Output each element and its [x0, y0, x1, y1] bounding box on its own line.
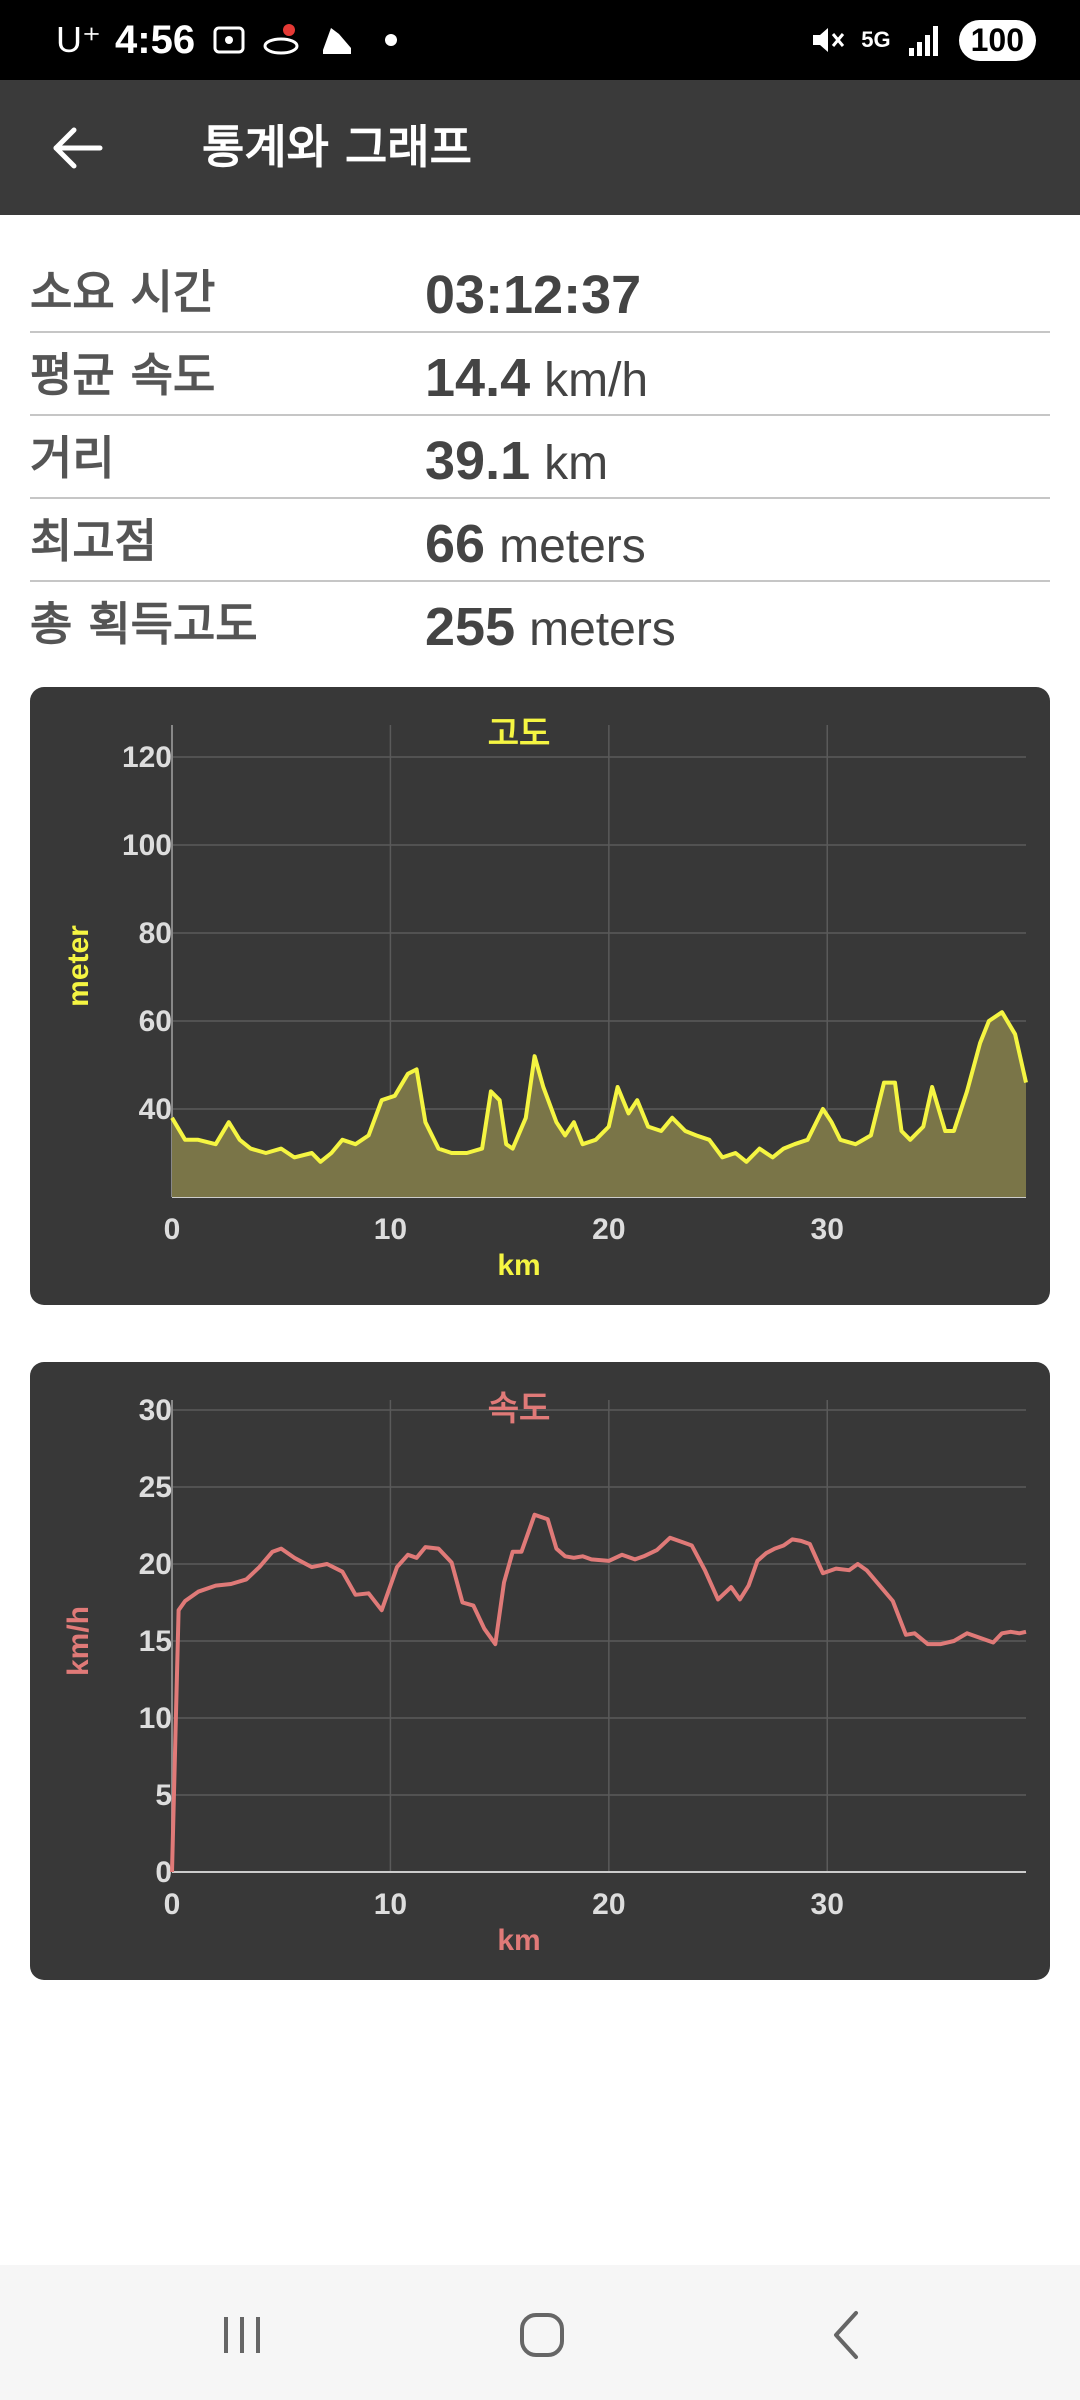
stat-row-distance: 거리 39.1 km — [30, 416, 1050, 499]
battery-indicator: 100 — [958, 19, 1036, 61]
stat-value: 03:12:37 — [425, 265, 642, 325]
x-tick-label: 0 — [164, 1888, 181, 1921]
recent-apps-icon[interactable] — [202, 2295, 282, 2375]
x-axis-label: km — [497, 1924, 540, 1957]
x-tick-label: 30 — [811, 1213, 844, 1246]
stat-unit: meters — [499, 520, 646, 573]
status-bar: U⁺ 4:56 5G 100 — [0, 0, 1080, 80]
elevation-chart: 0 10 20 30 40 60 80 100 120 고도 km meter — [30, 687, 1050, 1305]
screenshot-icon — [213, 26, 245, 54]
stat-value: 39.1 km — [425, 431, 609, 491]
stat-row-avg-speed: 평균 속도 14.4 km/h — [30, 333, 1050, 416]
y-axis-label: km/h — [62, 1606, 95, 1676]
running-shoe-icon — [323, 28, 352, 54]
y-tick-label: 25 — [139, 1471, 172, 1504]
y-tick-label: 15 — [139, 1625, 172, 1658]
stat-value: 255 meters — [425, 597, 676, 657]
x-tick-label: 30 — [811, 1888, 844, 1921]
stat-row-total-ascent: 총 획득고도 255 meters — [30, 582, 1050, 665]
stat-value: 66 meters — [425, 514, 646, 574]
stat-label: 소요 시간 — [30, 265, 216, 319]
stat-unit: km/h — [544, 354, 649, 407]
y-axis-label: meter — [62, 925, 95, 1007]
notification-dot-icon — [385, 34, 398, 46]
carrier-label: U⁺ — [56, 19, 101, 60]
chart-title: 속도 — [488, 1389, 551, 1429]
stat-unit: meters — [529, 603, 676, 656]
system-nav-bar — [0, 2265, 1080, 2400]
x-axis-label: km — [497, 1249, 540, 1282]
y-tick-label: 10 — [139, 1702, 172, 1735]
elevation-area-fill — [172, 1012, 1026, 1197]
stat-value: 14.4 km/h — [425, 348, 649, 408]
stat-row-duration: 소요 시간 03:12:37 — [30, 250, 1050, 333]
y-tick-label: 30 — [139, 1394, 172, 1427]
stat-label: 평균 속도 — [30, 348, 216, 402]
home-icon[interactable] — [502, 2295, 582, 2375]
y-tick-label: 60 — [139, 1005, 172, 1038]
speed-chart: 0 10 20 30 0 5 10 15 20 25 30 속도 km km/h — [30, 1362, 1050, 1980]
back-nav-icon[interactable] — [806, 2295, 886, 2375]
x-tick-label: 20 — [592, 1888, 625, 1921]
status-clock: 4:56 — [115, 17, 196, 62]
y-tick-label: 40 — [139, 1093, 172, 1126]
x-tick-label: 10 — [374, 1213, 407, 1246]
app-bar: 통계와 그래프 — [0, 80, 1080, 215]
stat-label: 총 획득고도 — [30, 597, 258, 651]
chart-title: 고도 — [488, 714, 551, 754]
stats-table: 소요 시간 03:12:37 평균 속도 14.4 km/h 거리 39.1 km … — [30, 250, 1050, 665]
y-tick-label: 120 — [122, 741, 172, 774]
x-tick-label: 10 — [374, 1888, 407, 1921]
signal-icon — [908, 26, 938, 56]
x-tick-label: 0 — [164, 1213, 181, 1246]
speed-series-line — [170, 1512, 1027, 1873]
y-tick-label: 0 — [155, 1856, 172, 1889]
page-title: 통계와 그래프 — [202, 120, 472, 174]
y-tick-label: 100 — [122, 829, 172, 862]
elevation-series-line — [170, 1010, 1028, 1164]
stat-unit: km — [544, 437, 609, 490]
back-arrow-icon[interactable] — [40, 110, 116, 186]
x-tick-label: 20 — [592, 1213, 625, 1246]
stat-label: 거리 — [30, 431, 115, 485]
elevation-chart-svg: 0 10 20 30 40 60 80 100 120 고도 km meter — [62, 714, 1028, 1282]
y-tick-label: 5 — [155, 1779, 172, 1812]
network-type-label: 5G — [861, 27, 891, 52]
stat-label: 최고점 — [30, 514, 157, 568]
y-tick-label: 80 — [139, 917, 172, 950]
stat-row-max-elevation: 최고점 66 meters — [30, 499, 1050, 582]
y-tick-label: 20 — [139, 1548, 172, 1581]
map-pin-icon — [263, 24, 299, 55]
mute-icon — [813, 28, 845, 52]
speed-chart-svg: 0 10 20 30 0 5 10 15 20 25 30 속도 km km/h — [62, 1389, 1027, 1957]
